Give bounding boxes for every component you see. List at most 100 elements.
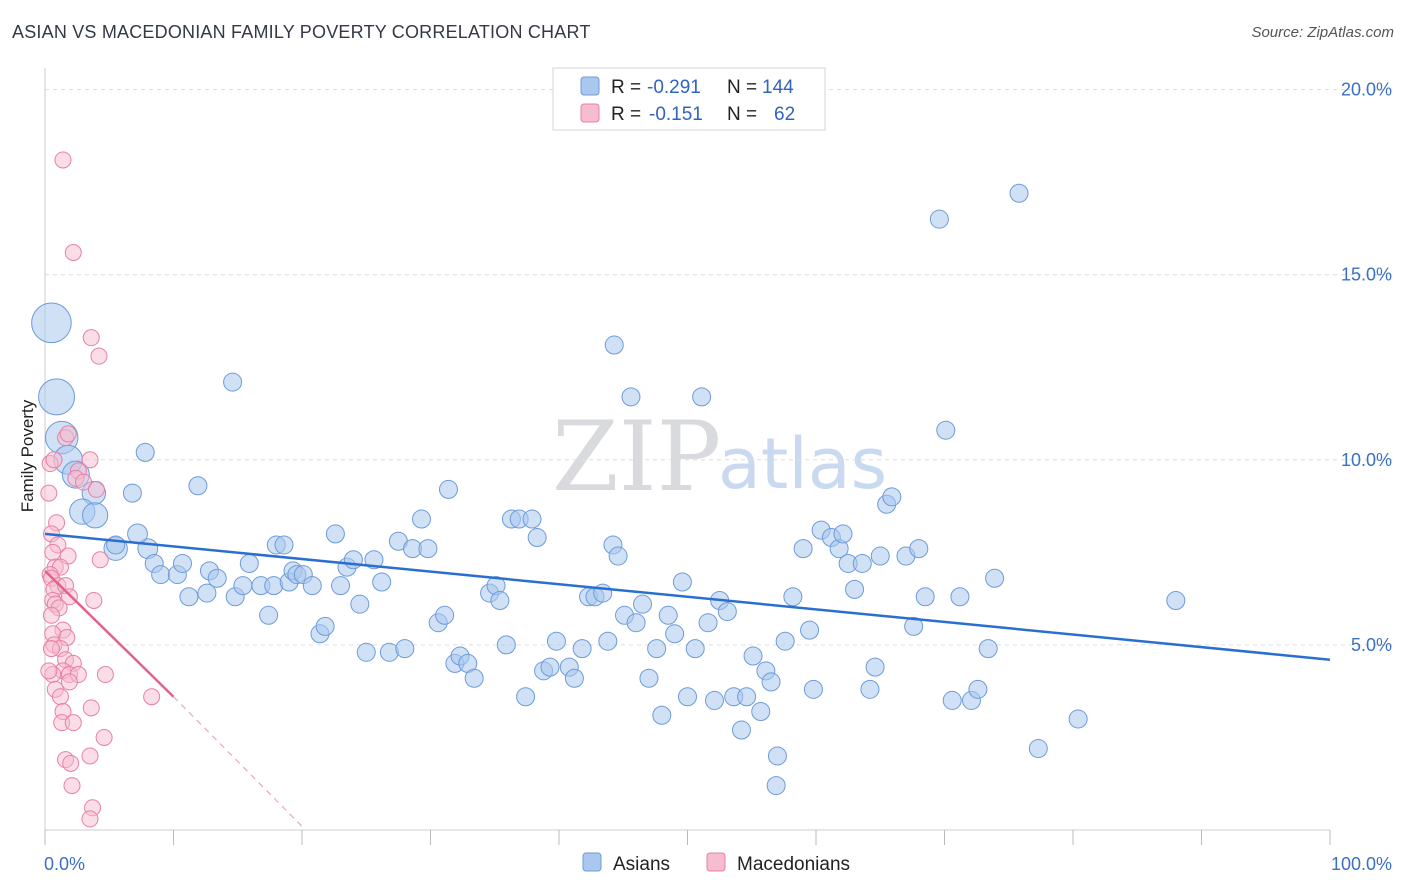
asians-point: [731, 720, 751, 740]
macedonians-trend-extension: [173, 696, 303, 827]
asians-point: [172, 553, 192, 573]
y-tick-label: 15.0%: [1341, 265, 1392, 285]
asians-point: [239, 553, 259, 573]
asians-point: [315, 616, 335, 636]
legend-r-label: R =: [611, 77, 641, 98]
legend-label-asians: Asians: [613, 854, 670, 875]
macedonians-point: [90, 347, 108, 365]
asians-point: [766, 776, 786, 796]
asians-point: [665, 624, 685, 644]
y-tick-label: 10.0%: [1341, 450, 1392, 470]
asians-point: [985, 568, 1005, 588]
macedonians-point: [95, 728, 113, 746]
chart-source: Source: ZipAtlas.com: [1251, 24, 1394, 41]
asians-point: [685, 639, 705, 659]
asians-point: [325, 524, 345, 544]
watermark-zip: ZIP: [552, 401, 721, 513]
asians-point: [803, 679, 823, 699]
asians-point: [522, 509, 542, 529]
asians-point: [151, 565, 171, 585]
macedonians-trend-line: [44, 569, 175, 698]
asians-point: [737, 687, 757, 707]
macedonians-point: [42, 606, 60, 624]
asians-point: [658, 605, 678, 625]
asians-point: [909, 539, 929, 559]
macedonians-point: [60, 588, 78, 606]
asians-point: [372, 572, 392, 592]
macedonians-point: [81, 810, 99, 828]
chart-title: ASIAN VS MACEDONIAN FAMILY POVERTY CORRE…: [12, 22, 591, 42]
macedonians-point: [45, 451, 63, 469]
macedonians-point: [82, 699, 100, 717]
asians-point: [106, 535, 126, 555]
axes: [44, 68, 1331, 845]
asians-point: [364, 550, 384, 570]
asians-point: [833, 524, 853, 544]
asians-point: [197, 583, 217, 603]
asians-point: [845, 579, 865, 599]
asians-point: [418, 539, 438, 559]
macedonians-point: [59, 425, 77, 443]
asians-point: [942, 690, 962, 710]
asians-point: [233, 576, 253, 596]
asians-point: [343, 550, 363, 570]
macedonians-point: [42, 640, 60, 658]
asians-point: [331, 576, 351, 596]
legend-r-value-macedonians: -0.151: [649, 104, 703, 125]
asians-point: [259, 605, 279, 625]
asians-point: [496, 635, 516, 655]
y-tick-labels: 5.0% 10.0% 15.0% 20.0%: [1341, 80, 1392, 655]
asians-point: [767, 746, 787, 766]
asians-point: [698, 613, 718, 633]
asians-point: [672, 572, 692, 592]
macedonians-point: [87, 480, 105, 498]
trend-lines: [44, 532, 1331, 827]
asians-point: [207, 568, 227, 588]
asians-point: [860, 679, 880, 699]
asians-point: [950, 587, 970, 607]
asians-point: [626, 613, 646, 633]
macedonians-point: [54, 151, 72, 169]
asians-point: [678, 687, 697, 707]
asians-point: [598, 631, 618, 651]
asians-point: [904, 616, 924, 636]
asians-point: [800, 620, 820, 640]
asians-point: [704, 690, 724, 710]
asians-point: [350, 594, 370, 614]
macedonians-point: [40, 484, 58, 502]
macedonians-point: [64, 244, 82, 261]
asians-point: [692, 387, 712, 407]
asians-point: [490, 590, 510, 610]
y-axis-label: Family Poverty: [18, 399, 37, 512]
legend-n-value-macedonians: 62: [774, 104, 795, 125]
macedonians-point: [96, 666, 114, 684]
macedonians-point: [85, 591, 103, 609]
asians-point: [633, 594, 653, 614]
x-tick-labels: 0.0% 100.0%: [44, 854, 1392, 874]
asians-point: [122, 483, 142, 503]
asians-point: [516, 687, 536, 707]
asians-point: [135, 442, 155, 462]
asians-trend-line: [44, 532, 1331, 661]
macedonians-point: [64, 714, 82, 732]
legend-swatch-macedonians: [580, 103, 600, 123]
asians-point: [179, 587, 199, 607]
legend-swatch-asians: [582, 852, 602, 872]
asians-point: [564, 668, 584, 688]
asians-point: [761, 672, 781, 692]
asians-point: [870, 546, 890, 566]
asians-point: [968, 679, 988, 699]
asians-point: [82, 502, 109, 529]
x-tick-label: 100.0%: [1331, 854, 1392, 874]
asians-point: [572, 639, 592, 659]
macedonians-point: [143, 688, 161, 706]
asians-point: [717, 602, 737, 622]
asians-point: [793, 539, 813, 559]
asians-point: [38, 378, 76, 416]
asians-point: [274, 535, 294, 555]
legend-label-macedonians: Macedonians: [737, 854, 850, 875]
asians-point: [546, 631, 566, 651]
asians-point: [188, 476, 208, 496]
macedonians-point: [75, 473, 93, 491]
